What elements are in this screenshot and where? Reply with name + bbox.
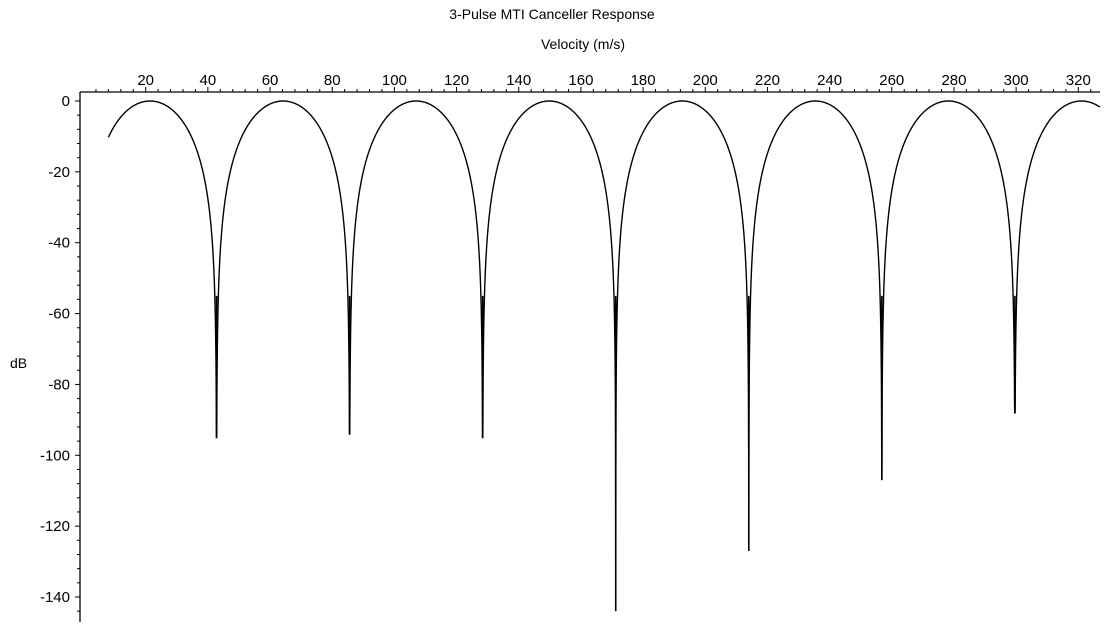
x-tick-label: 320 (1066, 72, 1091, 89)
x-tick-label: 180 (631, 72, 656, 89)
y-tick-label: -120 (40, 518, 70, 535)
y-tick-label: -40 (48, 235, 70, 252)
response-line (107, 100, 1101, 612)
x-tick-label: 80 (324, 72, 341, 89)
x-tick-label: 140 (506, 72, 531, 89)
x-tick-label: 40 (200, 72, 217, 89)
y-axis-title: dB (10, 355, 27, 371)
x-tick-label: 200 (693, 72, 718, 89)
chart-title: 3-Pulse MTI Canceller Response (449, 6, 655, 22)
x-axis-title: Velocity (m/s) (541, 36, 625, 52)
x-tick-label: 120 (444, 72, 469, 89)
response-curve (107, 100, 1101, 612)
x-tick-label: 100 (382, 72, 407, 89)
axes: 20 40 60 80 100 120 140 160 180 200 220 240 260 280 30… (40, 72, 1100, 622)
x-tick-label: 280 (941, 72, 966, 89)
x-tick-label: 300 (1004, 72, 1029, 89)
y-tick-label: -140 (40, 589, 70, 606)
x-tick-label: 60 (262, 72, 279, 89)
x-tick-label: 20 (137, 72, 154, 89)
y-tick-label: -100 (40, 447, 70, 464)
y-tick-label: -60 (48, 306, 70, 323)
y-tick-label: 0 (62, 93, 70, 110)
x-tick-label: 260 (879, 72, 904, 89)
y-tick-label: -20 (48, 164, 70, 181)
y-tick-label: -80 (48, 376, 70, 393)
x-tick-label: 220 (755, 72, 780, 89)
x-tick-label: 160 (568, 72, 593, 89)
x-tick-label: 240 (817, 72, 842, 89)
